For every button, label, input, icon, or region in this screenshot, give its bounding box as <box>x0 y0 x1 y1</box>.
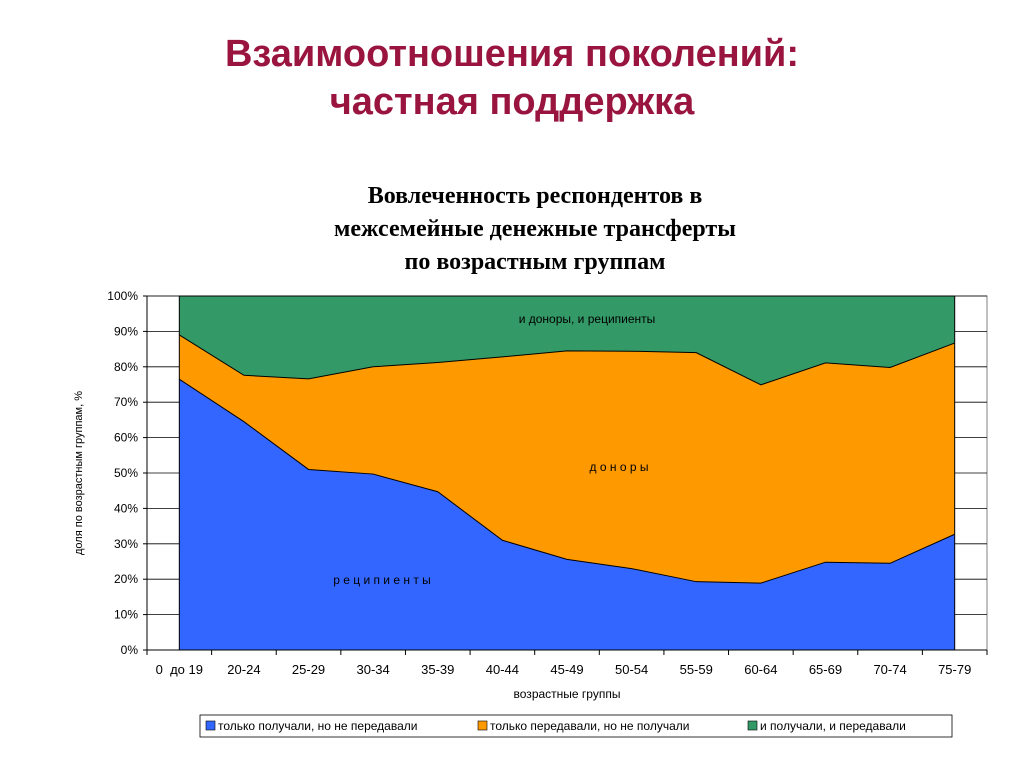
x-tick-label: 75-79 <box>938 662 971 677</box>
x-tick-label: 35-39 <box>421 662 454 677</box>
chart-title: Вовлеченность респондентов в межсемейные… <box>230 180 840 279</box>
y-tick-label: 90% <box>114 324 138 338</box>
y-tick-label: 0% <box>121 643 139 657</box>
legend-box <box>199 714 953 738</box>
y-tick-label: 10% <box>114 608 138 622</box>
y-tick-label: 30% <box>114 537 138 551</box>
boundary-donors <box>179 334 955 386</box>
legend: только получали, но не передавали только… <box>199 714 953 738</box>
area-recipients <box>179 379 955 650</box>
slide-title-line-2: частная поддержка <box>329 81 695 123</box>
y-tick-label: 60% <box>114 431 138 445</box>
x-tick-label: 45-49 <box>550 662 583 677</box>
y-tick-label: 70% <box>114 395 138 409</box>
legend-swatch-both <box>747 720 758 731</box>
slide-title: Взаимоотношения поколений: частная подде… <box>0 30 1024 126</box>
annotation-both: и доноры, и реципиенты <box>519 312 656 326</box>
legend-label-both: и получали, и передавали <box>760 719 906 733</box>
x-tick-label: 50-54 <box>615 662 648 677</box>
legend-swatch-recipients <box>205 720 216 731</box>
area-series <box>179 296 955 650</box>
axes: 0% 10% 20% 30% 40% 50% 60% 70% 80% 90% 100% 0 до 19… <box>107 289 988 677</box>
area-donors <box>179 334 955 584</box>
y-tick-label: 80% <box>114 360 138 374</box>
x-tick-label: 65-69 <box>809 662 842 677</box>
x-tick-label: 0 до 19 <box>156 662 203 677</box>
x-tick-label: 70-74 <box>873 662 906 677</box>
y-tick-label: 40% <box>114 501 138 515</box>
x-tick-label: 60-64 <box>744 662 777 677</box>
y-tick-label: 20% <box>114 572 138 586</box>
chart-title-line-3: по возрастным группам <box>404 249 666 275</box>
x-axis-label: возрастные группы <box>514 687 621 701</box>
y-tick-label: 100% <box>107 289 138 303</box>
legend-swatch-donors <box>477 720 488 731</box>
x-tick-label: 55-59 <box>680 662 713 677</box>
annotation-recipients: р е ц и п и е н т ы <box>333 573 431 587</box>
x-tick-label: 20-24 <box>227 662 260 677</box>
boundary-recipients <box>179 378 955 584</box>
series-boundaries <box>178 295 956 650</box>
legend-label-recipients: только получали, но не передавали <box>218 719 417 733</box>
chart-title-line-2: межсемейные денежные трансферты <box>334 216 736 242</box>
y-axis-label: доля по возрастным группам, % <box>73 391 85 555</box>
legend-label-donors: только передавали, но не получали <box>490 719 689 733</box>
slide-title-line-1: Взаимоотношения поколений: <box>224 33 800 75</box>
annotation-donors: д о н о р ы <box>590 460 649 474</box>
x-tick-label: 30-34 <box>357 662 390 677</box>
x-tick-label: 40-44 <box>486 662 519 677</box>
y-tick-label: 50% <box>114 466 138 480</box>
x-tick-label: 25-29 <box>292 662 325 677</box>
chart-title-line-1: Вовлеченность респондентов в <box>367 183 703 209</box>
area-both <box>179 296 955 385</box>
